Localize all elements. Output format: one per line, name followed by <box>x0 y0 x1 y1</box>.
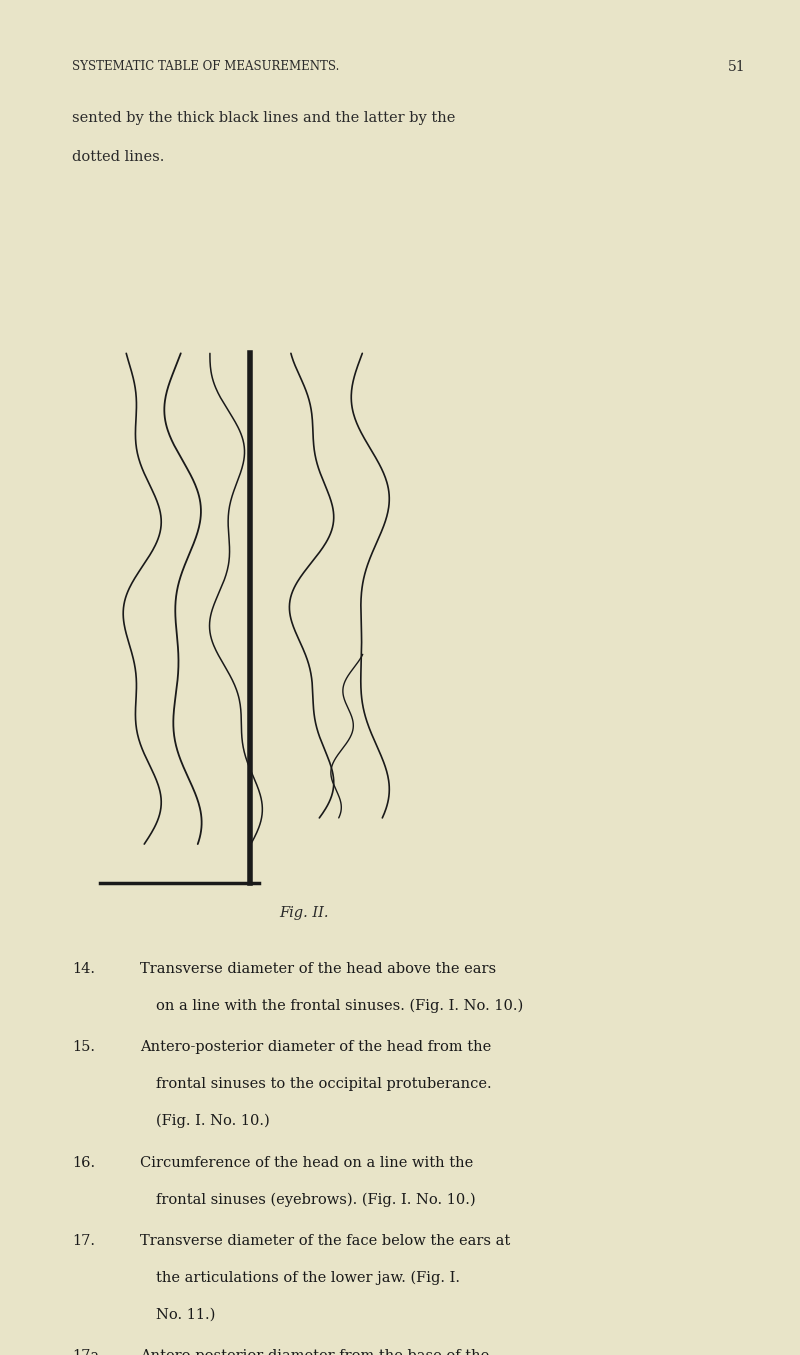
Text: 51: 51 <box>728 60 746 75</box>
Text: SYSTEMATIC TABLE OF MEASUREMENTS.: SYSTEMATIC TABLE OF MEASUREMENTS. <box>72 60 339 73</box>
Text: No. 11.): No. 11.) <box>156 1308 215 1321</box>
Text: 17.: 17. <box>72 1234 95 1248</box>
Text: sented by the thick black lines and the latter by the: sented by the thick black lines and the … <box>72 111 455 125</box>
Text: 17a.: 17a. <box>72 1350 104 1355</box>
Text: Circumference of the head on a line with the: Circumference of the head on a line with… <box>140 1156 474 1169</box>
Text: the articulations of the lower jaw. (Fig. I.: the articulations of the lower jaw. (Fig… <box>156 1271 460 1285</box>
Text: dotted lines.: dotted lines. <box>72 150 164 164</box>
Text: 14.: 14. <box>72 962 95 976</box>
Text: Antero-posterior diameter from the base of the: Antero-posterior diameter from the base … <box>140 1350 490 1355</box>
Text: 15.: 15. <box>72 1041 95 1054</box>
Text: 16.: 16. <box>72 1156 95 1169</box>
Text: Transverse diameter of the head above the ears: Transverse diameter of the head above th… <box>140 962 496 976</box>
Text: Fig. II.: Fig. II. <box>279 905 329 920</box>
Text: frontal sinuses (eyebrows). (Fig. I. No. 10.): frontal sinuses (eyebrows). (Fig. I. No.… <box>156 1192 476 1206</box>
Text: Antero-posterior diameter of the head from the: Antero-posterior diameter of the head fr… <box>140 1041 491 1054</box>
Text: on a line with the frontal sinuses. (Fig. I. No. 10.): on a line with the frontal sinuses. (Fig… <box>156 999 523 1014</box>
Text: Transverse diameter of the face below the ears at: Transverse diameter of the face below th… <box>140 1234 510 1248</box>
Text: frontal sinuses to the occipital protuberance.: frontal sinuses to the occipital protube… <box>156 1077 492 1091</box>
Text: (Fig. I. No. 10.): (Fig. I. No. 10.) <box>156 1114 270 1129</box>
